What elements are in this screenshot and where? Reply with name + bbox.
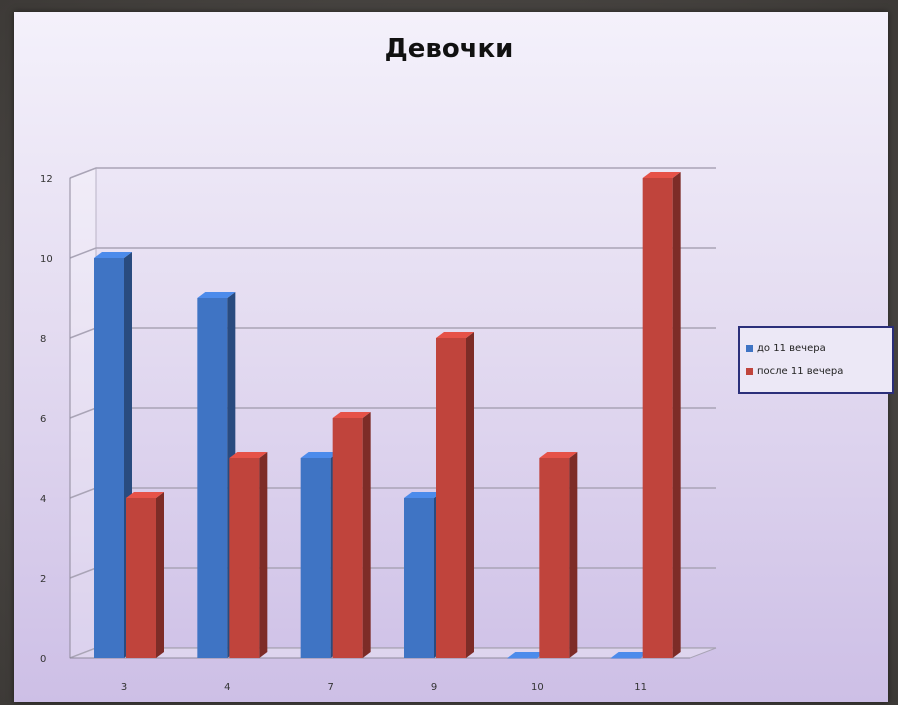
- bar-front: [404, 498, 434, 658]
- bar-front: [539, 458, 570, 658]
- bar-front: [94, 258, 124, 658]
- bar-top: [94, 252, 132, 258]
- gridline: [69, 567, 716, 579]
- legend-swatch-series-2: [746, 368, 753, 375]
- bar-top: [332, 412, 371, 418]
- bar-front: [642, 178, 673, 658]
- gridline: [69, 327, 716, 339]
- bar-top: [126, 492, 164, 498]
- bars-layer: [94, 172, 681, 659]
- bar-front: [610, 658, 641, 659]
- y-tick-label: 0: [40, 654, 46, 665]
- bar-2-4: [229, 452, 268, 658]
- bar-1-11: [610, 652, 649, 659]
- bar-top: [300, 452, 339, 458]
- x-tick-label: 7: [327, 682, 333, 693]
- x-tick-label: 10: [531, 682, 544, 693]
- bar-front: [436, 338, 466, 658]
- legend-item-series-2: после 11 вечера: [746, 360, 886, 383]
- bar-top: [610, 652, 649, 658]
- bar-top: [197, 292, 236, 298]
- bar-2-11: [642, 172, 681, 658]
- bar-front: [229, 458, 260, 658]
- bar-top: [404, 492, 442, 498]
- grid-layer: [69, 167, 717, 659]
- bar-side: [466, 332, 474, 658]
- y-tick-label: 4: [40, 494, 46, 505]
- bar-top: [229, 452, 268, 458]
- axis-layer: [69, 178, 690, 659]
- bar-side: [569, 452, 578, 658]
- x-tick-label: 11: [634, 682, 647, 693]
- legend-label-series-1: до 11 вечера: [757, 343, 826, 354]
- y-tick-label: 8: [40, 334, 46, 345]
- bar-2-3: [126, 492, 164, 658]
- gridline: [69, 487, 716, 499]
- gridline: [69, 247, 716, 259]
- bar-side: [259, 452, 268, 658]
- x-tick-label: 4: [224, 682, 230, 693]
- chart-title: Девочки: [384, 34, 514, 64]
- bar-2-10: [539, 452, 578, 658]
- legend-item-series-1: до 11 вечера: [746, 337, 886, 360]
- y-tick-label: 12: [40, 174, 53, 185]
- y-tick-label: 10: [40, 254, 53, 265]
- bar-front: [126, 498, 156, 658]
- chart-legend: до 11 вечера после 11 вечера: [738, 326, 894, 394]
- bar-side: [672, 172, 681, 658]
- gridline: [69, 167, 716, 179]
- bar-top: [539, 452, 578, 458]
- bar-top: [642, 172, 681, 178]
- bar-2-9: [436, 332, 474, 658]
- legend-swatch-series-1: [746, 345, 753, 352]
- bar-front: [300, 458, 331, 658]
- x-tick-label: 3: [121, 682, 127, 693]
- bar-side: [362, 412, 371, 658]
- bar-front: [507, 658, 538, 659]
- y-tick-label: 6: [40, 414, 46, 425]
- bar-front: [197, 298, 228, 658]
- gridline: [69, 407, 716, 419]
- bar-top: [436, 332, 474, 338]
- legend-label-series-2: после 11 вечера: [757, 366, 844, 377]
- bar-side: [156, 492, 164, 658]
- x-tick-label: 9: [431, 682, 437, 693]
- bar-2-7: [332, 412, 371, 658]
- bar-1-10: [507, 652, 546, 659]
- bar-front: [332, 418, 363, 658]
- bar-top: [507, 652, 546, 658]
- y-tick-label: 2: [40, 574, 46, 585]
- labels-layer: 0 2 4 6 8 10 12 3 4 7 9 10 11: [40, 174, 647, 693]
- bar-1-3: [94, 252, 132, 658]
